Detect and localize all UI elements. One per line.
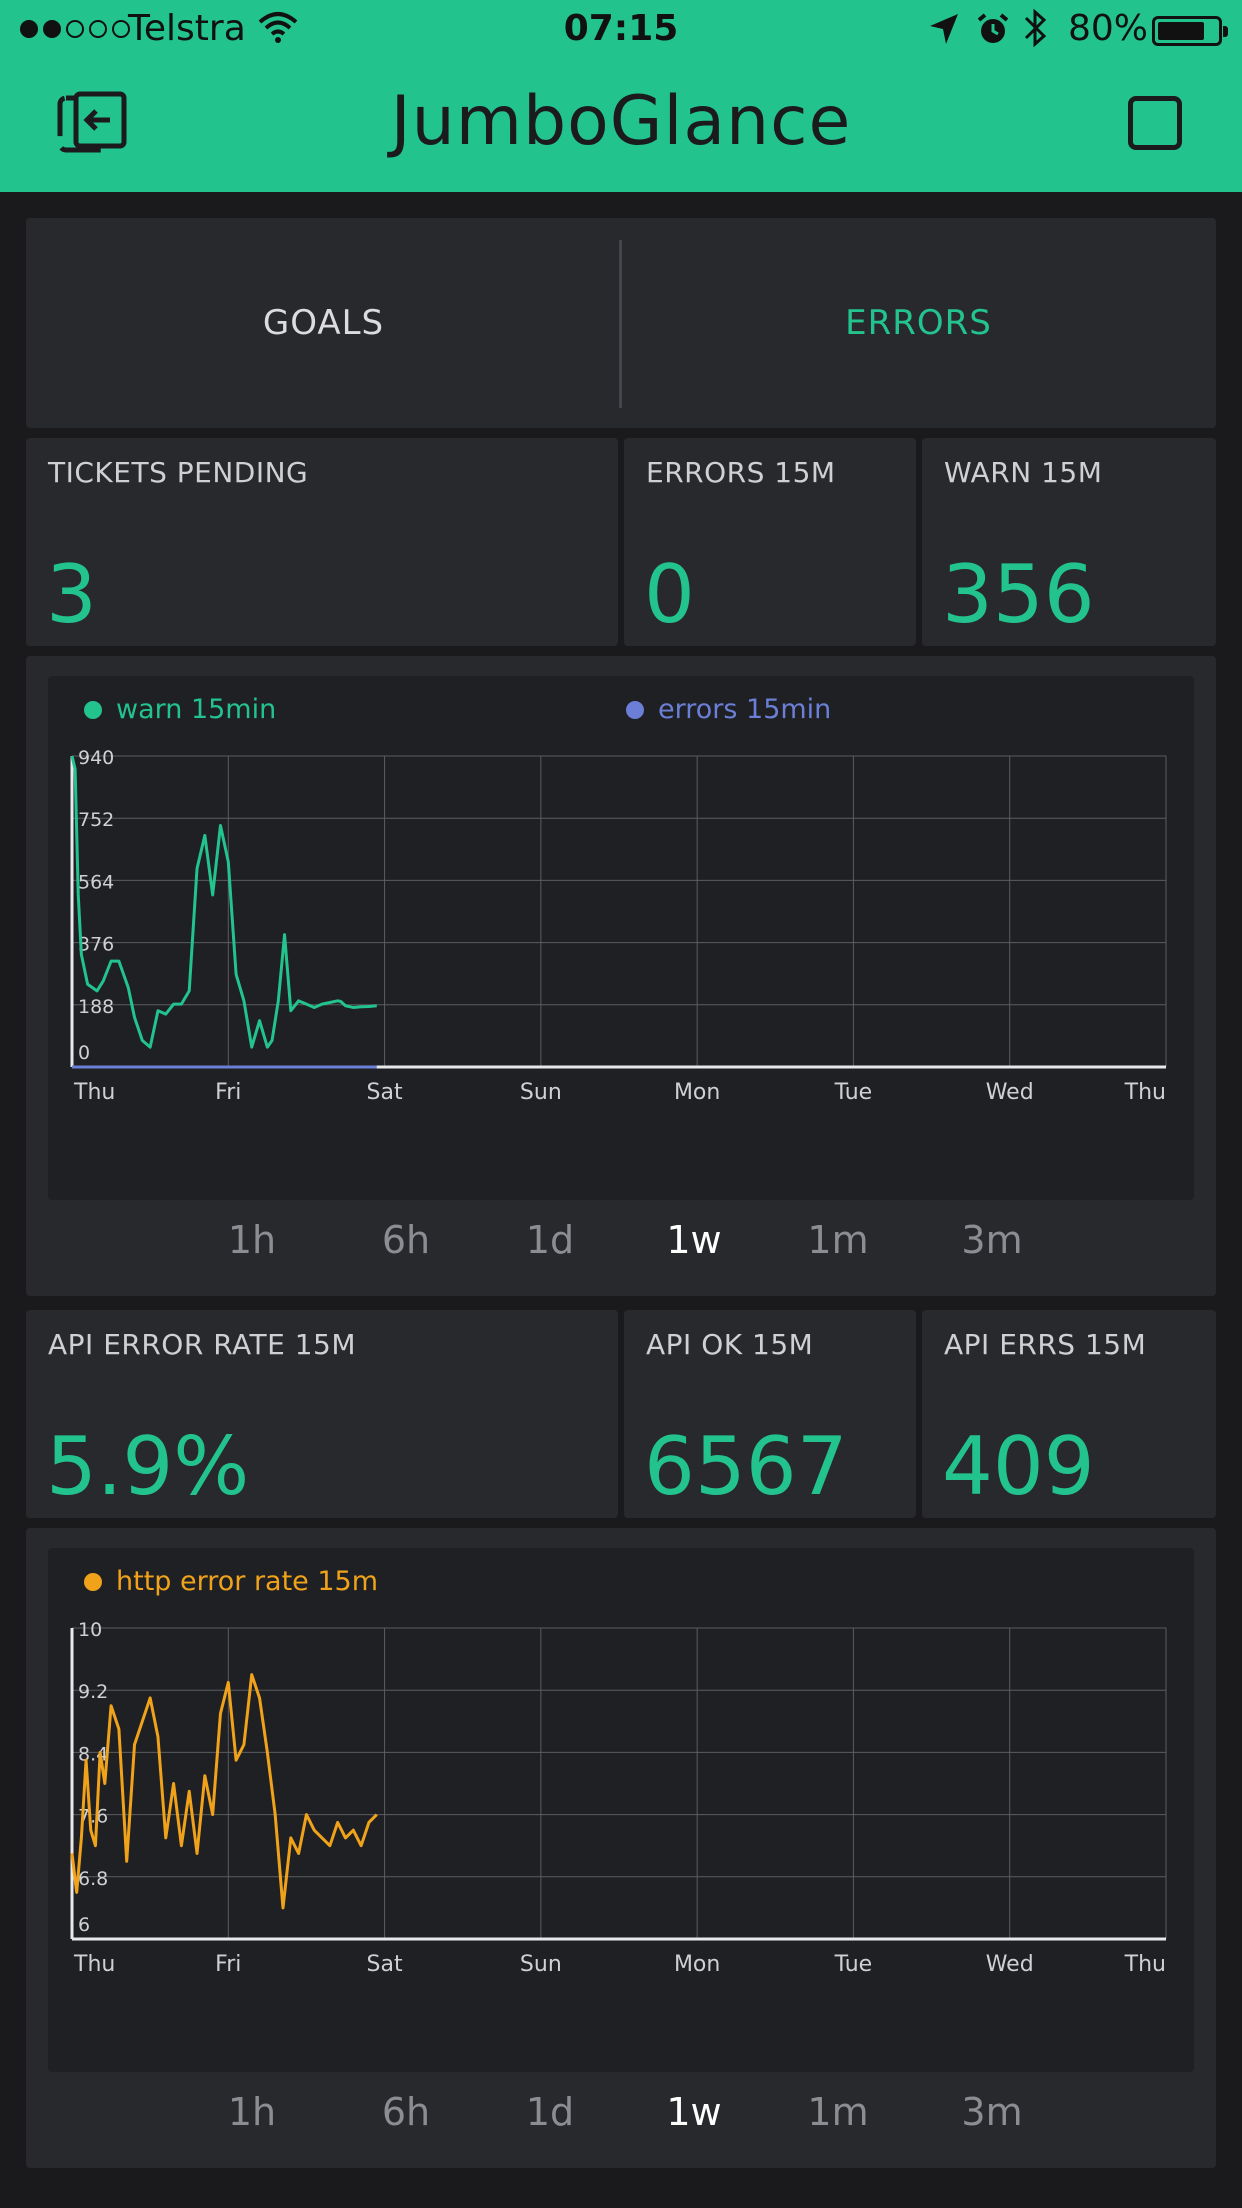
x-tick-label: Fri <box>215 1952 241 1977</box>
location-arrow-icon <box>928 12 960 55</box>
x-tick-label: Thu <box>73 1080 115 1105</box>
x-tick-label: Mon <box>674 1080 720 1105</box>
wifi-icon <box>258 10 298 53</box>
metric-label: TICKETS PENDING <box>48 456 309 489</box>
metric-value: 0 <box>644 548 695 641</box>
exit-icon[interactable] <box>56 90 130 160</box>
x-tick-label: Mon <box>674 1952 720 1977</box>
y-tick-label: 564 <box>78 871 114 893</box>
metric-label: WARN 15M <box>944 456 1103 489</box>
range-6h[interactable]: 6h <box>381 2090 431 2134</box>
range-1m[interactable]: 1m <box>807 2090 869 2134</box>
y-tick-label: 0 <box>78 1042 90 1064</box>
metric-value: 356 <box>942 548 1095 641</box>
range-1d[interactable]: 1d <box>525 2090 575 2134</box>
metric-label: API ERROR RATE 15M <box>48 1328 356 1361</box>
x-tick-label: Sat <box>367 1080 403 1105</box>
metric-label: API ERRS 15M <box>944 1328 1147 1361</box>
alarm-icon <box>976 12 1010 55</box>
legend-dot <box>626 700 644 719</box>
battery-icon <box>1152 16 1228 46</box>
x-tick-label: Tue <box>834 1952 873 1977</box>
chart-area: http error rate 15m 10 9.2 8.4 7.6 6.8 6 Thu Fr… <box>48 1548 1194 2072</box>
app-header: JumboGlance <box>0 62 1242 192</box>
tab-divider <box>619 240 622 408</box>
legend-item-errors: errors 15min <box>626 694 831 725</box>
bluetooth-icon <box>1022 6 1050 59</box>
http-error-rate-line-chart: 10 9.2 8.4 7.6 6.8 6 Thu Fri Sat Sun Mon Tue Wed Thu <box>70 1619 1167 1977</box>
status-bar: Telstra 07:15 80% <box>0 0 1242 62</box>
range-1h[interactable]: 1h <box>227 2090 277 2134</box>
metric-warn-15m: WARN 15M 356 <box>922 438 1216 646</box>
x-tick-label: Tue <box>834 1080 873 1105</box>
y-tick-label: 6 <box>78 1914 90 1936</box>
range-1h[interactable]: 1h <box>227 1218 277 1262</box>
tab-bar: GOALS ERRORS <box>26 218 1216 428</box>
range-1w[interactable]: 1w <box>666 2090 722 2134</box>
metric-tickets-pending: TICKETS PENDING 3 <box>26 438 618 646</box>
metric-value: 5.9% <box>46 1420 250 1513</box>
x-tick-label: Sun <box>520 1080 562 1105</box>
x-tick-label: Sun <box>520 1952 562 1977</box>
x-tick-label: Sat <box>367 1952 403 1977</box>
x-tick-label: Thu <box>73 1952 115 1977</box>
metric-api-errs: API ERRS 15M 409 <box>922 1310 1216 1518</box>
metric-value: 3 <box>46 548 97 641</box>
metric-api-ok: API OK 15M 6567 <box>624 1310 916 1518</box>
y-tick-label: 6.8 <box>78 1868 108 1890</box>
metric-value: 409 <box>942 1420 1095 1513</box>
x-tick-label: Wed <box>986 1080 1034 1105</box>
y-tick-label: 376 <box>78 934 114 956</box>
chart-area: warn 15min errors 15min 940 752 564 376 188 0… <box>48 676 1194 1200</box>
range-6h[interactable]: 6h <box>381 1218 431 1262</box>
y-tick-label: 940 <box>78 747 114 769</box>
metric-errors-15m: ERRORS 15M 0 <box>624 438 916 646</box>
legend-label: warn 15min <box>116 694 277 725</box>
clock: 07:15 <box>563 8 679 49</box>
app-title: JumboGlance <box>390 82 852 161</box>
range-1d[interactable]: 1d <box>525 1218 575 1262</box>
metric-label: API OK 15M <box>646 1328 814 1361</box>
square-icon[interactable] <box>1128 96 1182 150</box>
warn-errors-line-chart: 940 752 564 376 188 0 Thu Fri Sat Sun Mon Tue Wed Thu <box>70 747 1167 1105</box>
metric-label: ERRORS 15M <box>646 456 836 489</box>
series-line-warn-15min <box>70 755 377 1049</box>
range-3m[interactable]: 3m <box>961 2090 1023 2134</box>
carrier-name: Telstra <box>128 8 246 49</box>
battery-percentage: 80% <box>1068 8 1149 49</box>
warn-errors-chart-panel: warn 15min errors 15min 940 752 564 376 188 0… <box>26 656 1216 1296</box>
range-1w[interactable]: 1w <box>666 1218 722 1262</box>
y-tick-label: 8.4 <box>78 1743 108 1765</box>
y-tick-label: 752 <box>78 809 114 831</box>
metric-value: 6567 <box>644 1420 848 1513</box>
y-tick-label: 9.2 <box>78 1681 108 1703</box>
legend-label: errors 15min <box>658 694 832 725</box>
time-range-selector: 1h 6h 1d 1w 1m 3m <box>26 2090 1216 2150</box>
x-tick-label: Thu <box>1124 1952 1166 1977</box>
x-tick-label: Fri <box>215 1080 241 1105</box>
x-tick-label: Wed <box>986 1952 1034 1977</box>
legend-dot <box>84 700 102 719</box>
tab-errors[interactable]: ERRORS <box>845 303 992 343</box>
legend-dot <box>84 1572 102 1591</box>
y-tick-label: 188 <box>78 996 114 1018</box>
metric-api-error-rate: API ERROR RATE 15M 5.9% <box>26 1310 618 1518</box>
y-tick-label: 10 <box>78 1619 102 1641</box>
signal-strength-icon <box>20 20 130 38</box>
range-1m[interactable]: 1m <box>807 1218 869 1262</box>
series-line-http-error-rate-15m <box>70 1673 378 1910</box>
http-error-rate-chart-panel: http error rate 15m 10 9.2 8.4 7.6 6.8 6 Thu Fr… <box>26 1528 1216 2168</box>
legend-item-http-error-rate: http error rate 15m <box>84 1566 378 1597</box>
y-tick-label: 7.6 <box>78 1806 108 1828</box>
time-range-selector: 1h 6h 1d 1w 1m 3m <box>26 1218 1216 1278</box>
x-tick-label: Thu <box>1124 1080 1166 1105</box>
legend-label: http error rate 15m <box>116 1566 379 1597</box>
tab-goals[interactable]: GOALS <box>262 303 385 343</box>
legend-item-warn: warn 15min <box>84 694 276 725</box>
range-3m[interactable]: 3m <box>961 1218 1023 1262</box>
